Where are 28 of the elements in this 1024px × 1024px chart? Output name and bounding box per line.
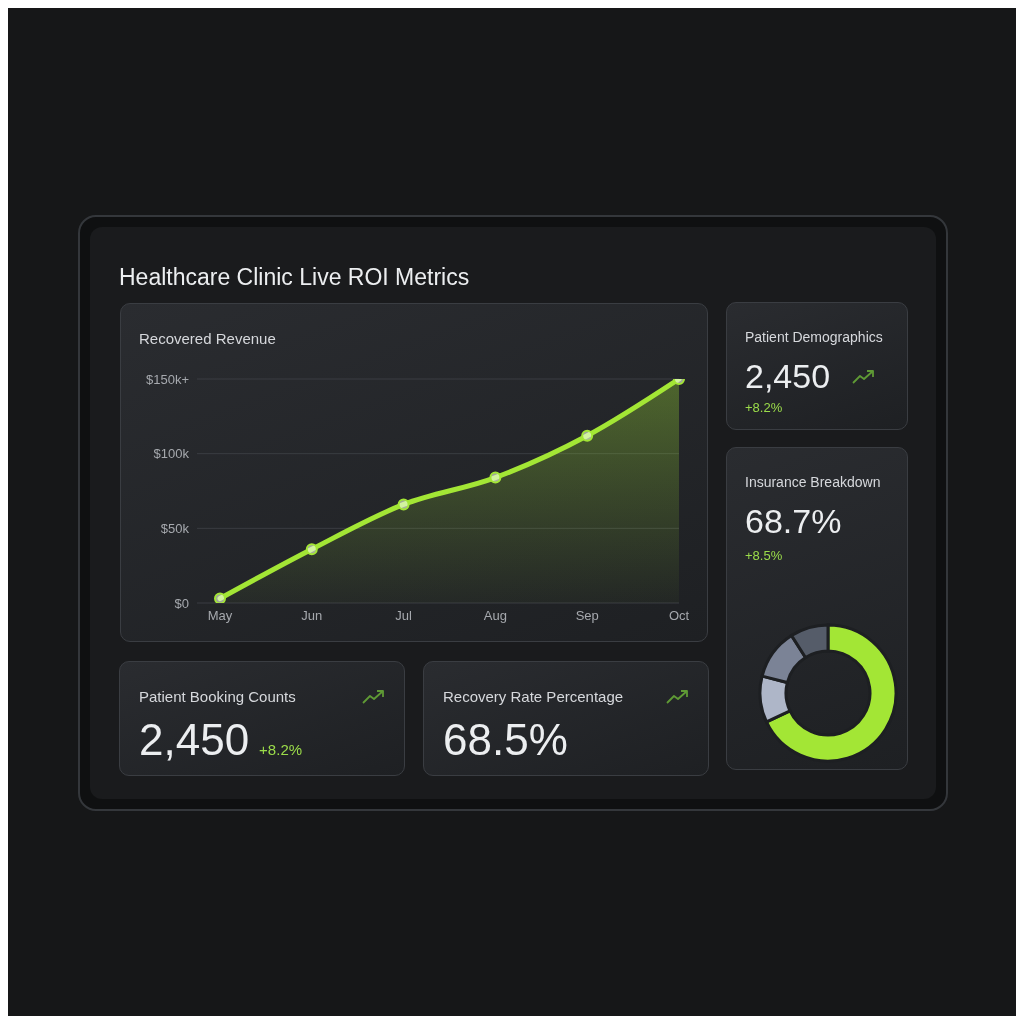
x-tick-label: May — [207, 608, 233, 624]
text: Recovery Rate Percentage — [443, 688, 624, 705]
y-tick-label: $100k — [153, 446, 190, 462]
text: 68.7% — [745, 502, 842, 541]
y-tick-label: $150k+ — [145, 371, 189, 387]
point — [214, 592, 226, 603]
text: +8.5% — [745, 548, 783, 563]
text: Patient Demographics — [745, 329, 884, 345]
text: +8.2% — [259, 741, 303, 758]
text: +8.2% — [745, 400, 784, 415]
y-tick-label: $0 — [174, 595, 189, 611]
x-tick-label: Aug — [483, 608, 507, 624]
text: 68.5% — [443, 715, 568, 765]
point — [305, 543, 318, 556]
text: Patient Booking Counts — [139, 688, 296, 705]
chart-title: Recovered Revenue — [139, 330, 276, 347]
y-tick-label: $50k — [160, 520, 190, 536]
chart-title: Insurance Breakdown — [745, 474, 881, 490]
x-tick-label: Oct — [668, 608, 690, 624]
text: Healthcare Clinic Live ROI Metrics — [119, 263, 471, 291]
x-tick-label: Sep — [575, 608, 599, 624]
text: 2,450 — [745, 357, 831, 396]
point — [397, 498, 410, 511]
text: 2,450 — [139, 715, 250, 765]
x-tick-label: Jun — [301, 608, 323, 624]
x-tick-label: Jul — [395, 608, 413, 624]
point — [581, 429, 594, 442]
point — [489, 471, 502, 484]
